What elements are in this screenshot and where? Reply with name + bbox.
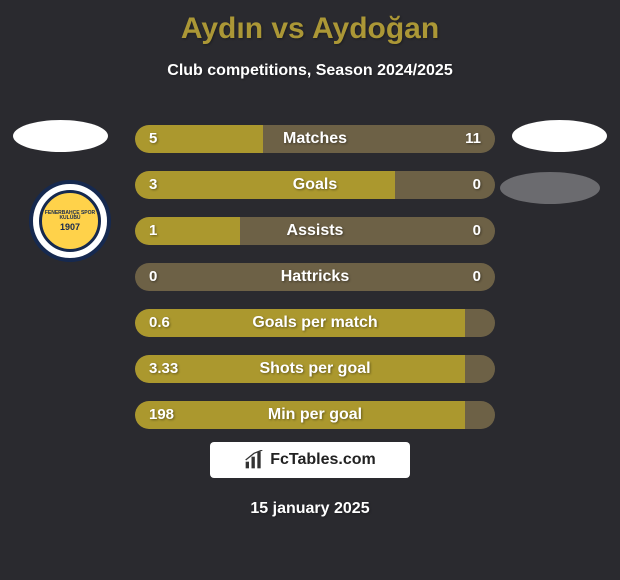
club-right-logo	[500, 172, 600, 204]
stat-row: 3.33Shots per goal	[135, 355, 495, 383]
page-title: Aydın vs Aydoğan	[0, 12, 620, 46]
stat-value-right: 0	[473, 263, 481, 291]
stat-row: 0Hattricks0	[135, 263, 495, 291]
club-left-year: 1907	[60, 223, 80, 232]
stat-row: 0.6Goals per match	[135, 309, 495, 337]
player-left-badge	[13, 120, 108, 152]
stat-label: Matches	[135, 125, 495, 153]
stat-label: Min per goal	[135, 401, 495, 429]
stat-value-right: 0	[473, 217, 481, 245]
chart-icon	[244, 450, 264, 470]
subtitle: Club competitions, Season 2024/2025	[0, 62, 620, 80]
stat-row: 1Assists0	[135, 217, 495, 245]
stat-bars: 5Matches113Goals01Assists00Hattricks00.6…	[135, 125, 495, 447]
date-label: 15 january 2025	[0, 500, 620, 518]
stat-row: 198Min per goal	[135, 401, 495, 429]
club-left-inner: FENERBAHÇE SPOR KULÜBÜ 1907	[39, 190, 101, 252]
stat-label: Goals per match	[135, 309, 495, 337]
stat-value-right: 11	[465, 125, 481, 153]
comparison-card: Aydın vs Aydoğan Club competitions, Seas…	[0, 0, 620, 580]
club-left-logo: FENERBAHÇE SPOR KULÜBÜ 1907	[29, 180, 111, 262]
stat-label: Shots per goal	[135, 355, 495, 383]
branding-badge[interactable]: FcTables.com	[210, 442, 410, 478]
branding-text: FcTables.com	[270, 451, 376, 469]
stat-label: Assists	[135, 217, 495, 245]
stat-label: Goals	[135, 171, 495, 199]
stat-value-right: 0	[473, 171, 481, 199]
club-left-line2: KULÜBÜ	[59, 216, 80, 221]
player-right-badge	[512, 120, 607, 152]
stat-row: 3Goals0	[135, 171, 495, 199]
stat-row: 5Matches11	[135, 125, 495, 153]
stat-label: Hattricks	[135, 263, 495, 291]
